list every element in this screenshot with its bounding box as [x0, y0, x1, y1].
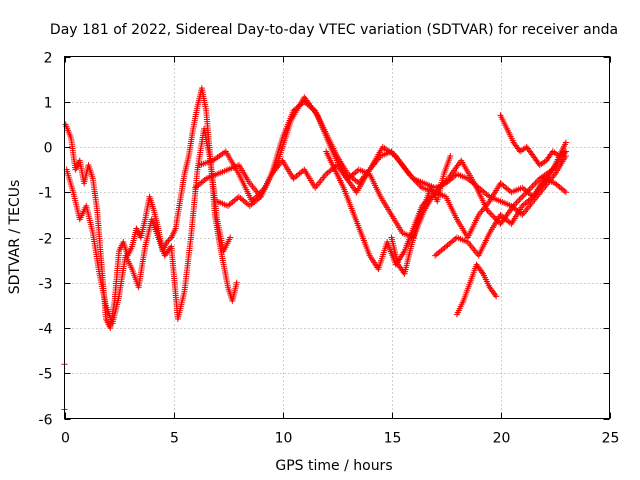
- y-tick-label: 2: [44, 51, 53, 67]
- data-point-trace-e: [562, 189, 569, 196]
- y-tick-label: -5: [39, 367, 53, 383]
- x-axis-title: GPS time / hours: [275, 458, 392, 474]
- data-point-trace-d: [529, 183, 536, 190]
- data-point-trace-g: [447, 153, 454, 160]
- data-point-trace-a: [233, 279, 240, 286]
- data-point-trace-d: [487, 210, 494, 217]
- y-tick-labels: -6 -5 -4 -3 -2 -1 0 1 2: [39, 51, 53, 429]
- plot-frame: [64, 56, 610, 419]
- y-tick-label: -1: [39, 186, 53, 202]
- data-point-trace-h: [562, 139, 569, 146]
- data-point-trace-f: [427, 193, 434, 200]
- data-point-trace-d: [514, 198, 521, 205]
- data-point-trace-d: [513, 199, 520, 206]
- x-tick-label: 5: [170, 431, 179, 447]
- y-tick-label: 0: [44, 141, 53, 157]
- data-marks: [61, 85, 569, 413]
- x-tick-label: 25: [602, 431, 620, 447]
- axis-ticks: [64, 56, 611, 420]
- x-tick-label: 15: [384, 431, 402, 447]
- y-tick-label: -2: [39, 232, 53, 248]
- chart-title: Day 181 of 2022, Sidereal Day-to-day VTE…: [50, 22, 618, 38]
- y-tick-label: -6: [39, 413, 53, 429]
- y-tick-label: -4: [39, 322, 53, 338]
- y-tick-label: 1: [44, 96, 53, 112]
- data-point-trace-d: [488, 211, 495, 218]
- y-axis-title: SDTVAR / TECUs: [7, 180, 23, 295]
- x-tick-labels: 0 5 10 15 20 25: [61, 431, 619, 447]
- data-point-trace-d: [530, 181, 537, 188]
- data-point-trace-d: [532, 180, 539, 187]
- data-point-trace-d: [517, 195, 524, 202]
- data-point-trace-d: [528, 184, 535, 191]
- y-tick-label: -3: [39, 277, 53, 293]
- data-point-trace-j: [562, 148, 569, 155]
- data-point-trace-i: [493, 293, 500, 300]
- data-point-trace-d: [519, 193, 526, 200]
- x-tick-label: 10: [275, 431, 293, 447]
- data-point-trace-b: [227, 234, 234, 241]
- x-tick-label: 0: [61, 431, 70, 447]
- x-tick-label: 20: [493, 431, 511, 447]
- data-point-trace-d: [516, 196, 523, 203]
